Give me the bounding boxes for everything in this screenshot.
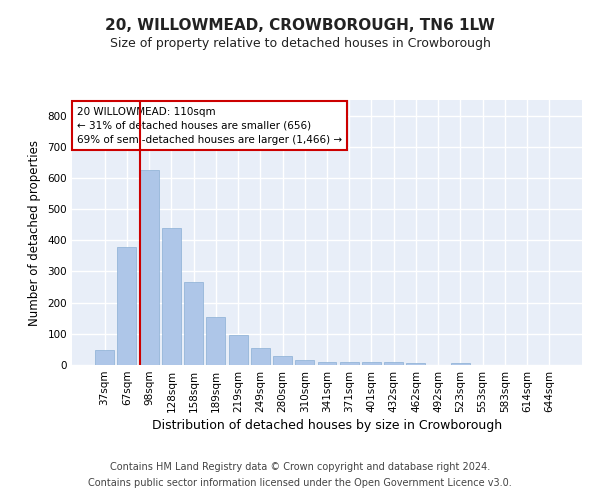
Bar [229, 336, 248, 365]
X-axis label: Distribution of detached houses by size in Crowborough: Distribution of detached houses by size … [152, 419, 502, 432]
Text: Size of property relative to detached houses in Crowborough: Size of property relative to detached ho… [110, 38, 490, 51]
Bar [184, 282, 203, 365]
Bar [118, 246, 136, 365]
Bar [162, 228, 181, 365]
Text: 20 WILLOWMEAD: 110sqm
← 31% of detached houses are smaller (656)
69% of semi-det: 20 WILLOWMEAD: 110sqm ← 31% of detached … [77, 106, 342, 144]
Bar [362, 362, 381, 365]
Bar [95, 350, 114, 365]
Bar [317, 362, 337, 365]
Bar [384, 362, 403, 365]
Bar [340, 362, 359, 365]
Bar [206, 318, 225, 365]
Y-axis label: Number of detached properties: Number of detached properties [28, 140, 41, 326]
Bar [273, 356, 292, 365]
Bar [406, 364, 425, 365]
Bar [451, 362, 470, 365]
Bar [251, 348, 270, 365]
Text: 20, WILLOWMEAD, CROWBOROUGH, TN6 1LW: 20, WILLOWMEAD, CROWBOROUGH, TN6 1LW [105, 18, 495, 32]
Text: Contains public sector information licensed under the Open Government Licence v3: Contains public sector information licen… [88, 478, 512, 488]
Bar [140, 170, 158, 365]
Bar [295, 360, 314, 365]
Text: Contains HM Land Registry data © Crown copyright and database right 2024.: Contains HM Land Registry data © Crown c… [110, 462, 490, 472]
